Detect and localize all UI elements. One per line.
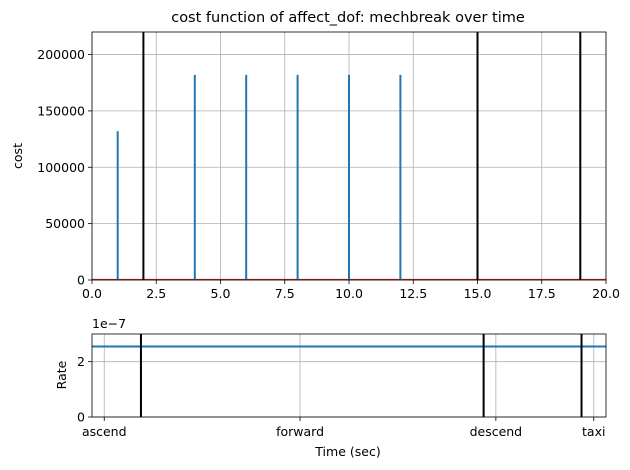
cost-x-tick-label: 7.5 [275, 286, 295, 301]
cost-y-tick-label: 200000 [37, 47, 85, 62]
cost-x-ticks: 0.0 2.5 5.0 7.5 10.0 12.5 15.0 17.5 20.0 [82, 280, 620, 301]
rate-plot-frame [91, 333, 607, 418]
cost-x-tick-label: 10.0 [335, 286, 363, 301]
rate-x-tick-label: forward [276, 424, 324, 439]
rate-x-tick-label: descend [470, 424, 523, 439]
cost-x-tick-label: 15.0 [464, 286, 492, 301]
rate-y-tick-label: 0 [77, 410, 85, 425]
cost-series [92, 74, 606, 281]
rate-phase-boundaries [139, 334, 583, 417]
cost-y-ticks: 0 50000 100000 150000 200000 [37, 47, 92, 288]
cost-y-tick-label: 50000 [45, 216, 85, 231]
rate-x-tick-label: ascend [82, 424, 127, 439]
cost-x-tick-label: 5.0 [211, 286, 231, 301]
rate-chart: 1e−7 Rate Time (sec) ascend forward descen… [54, 316, 607, 459]
rate-x-ticks: ascend forward descend taxi [82, 417, 605, 439]
cost-y-tick-label: 0 [77, 273, 85, 288]
cost-x-tick-label: 17.5 [528, 286, 556, 301]
rate-x-tick-label: taxi [582, 424, 605, 439]
cost-y-tick-label: 150000 [37, 103, 85, 118]
rate-y-tick-label: 2 [77, 354, 85, 369]
rate-offset-text: 1e−7 [92, 316, 126, 331]
cost-phase-boundaries [142, 32, 582, 280]
cost-x-tick-label: 0.0 [82, 286, 102, 301]
rate-y-axis-label: Rate [54, 360, 69, 389]
cost-chart-title: cost function of affect_dof: mechbreak o… [171, 10, 525, 26]
cost-x-tick-label: 20.0 [592, 286, 620, 301]
cost-x-tick-label: 12.5 [399, 286, 427, 301]
cost-x-tick-label: 2.5 [146, 286, 166, 301]
rate-x-axis-label: Time (sec) [314, 444, 380, 459]
cost-y-axis-label: cost [10, 143, 25, 169]
rate-y-ticks: 02 [77, 354, 92, 425]
cost-chart: cost function of affect_dof: mechbreak o… [10, 10, 620, 301]
cost-y-tick-label: 100000 [37, 160, 85, 175]
